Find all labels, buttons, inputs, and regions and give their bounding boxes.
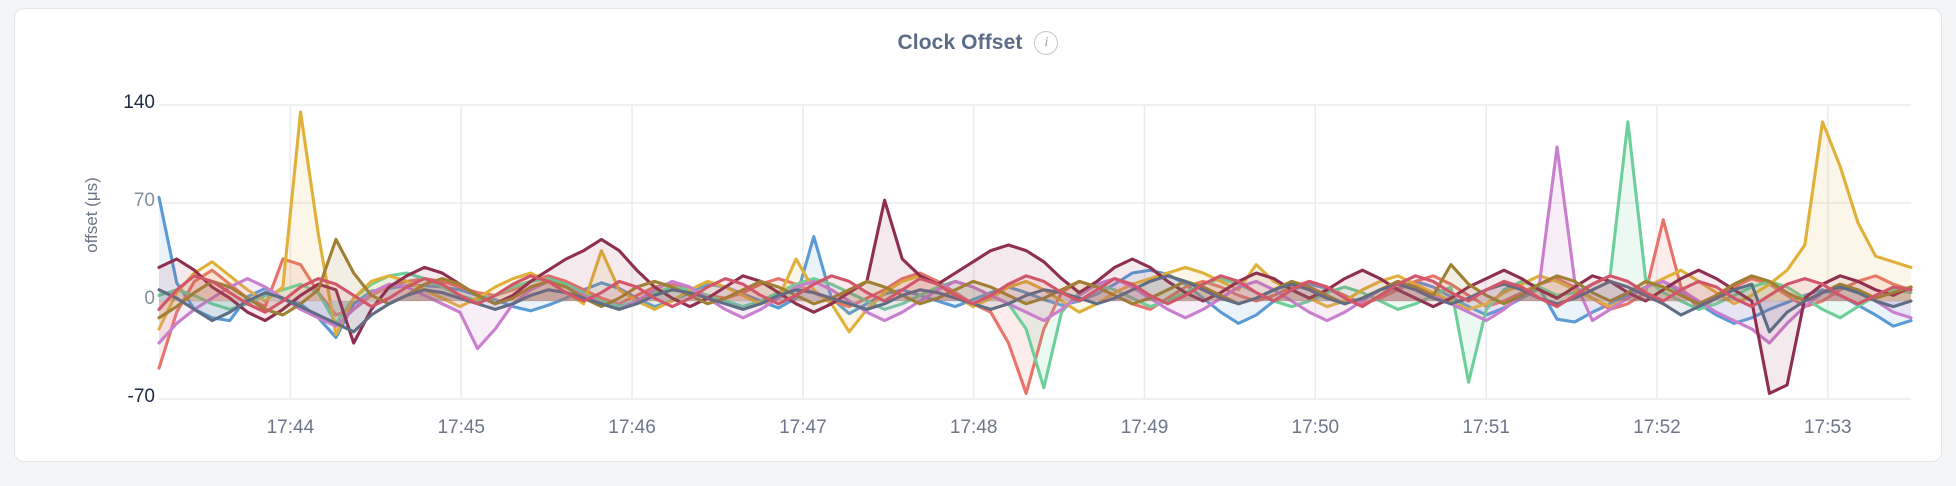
y-tick-labels: 140 70 0 -70 — [37, 9, 155, 461]
x-tick-label: 17:48 — [949, 417, 998, 438]
y-tick-label: 70 — [133, 190, 155, 211]
x-tick-label: 17:49 — [1120, 417, 1169, 438]
x-tick-label: 17:52 — [1633, 417, 1681, 438]
x-tick-label: 17:51 — [1462, 417, 1510, 438]
chart-canvas — [157, 104, 1913, 400]
x-tick-label: 17:50 — [1291, 417, 1340, 438]
page-title: Clock Offset — [897, 31, 1023, 54]
card-header: Clock Offset i — [15, 31, 1941, 55]
x-tick-label: 17:46 — [608, 417, 656, 438]
x-tick-label: 17:44 — [266, 417, 315, 438]
y-tick-label: 0 — [144, 288, 155, 309]
chart-plot-area: offset (μs) 140 70 0 -70 17:44 17:45 17:46 17:… — [15, 9, 1941, 461]
info-circle-icon[interactable]: i — [1034, 31, 1059, 55]
x-tick-label: 17:45 — [437, 417, 485, 438]
x-tick-label: 17:47 — [779, 417, 827, 438]
x-tick-label: 17:53 — [1803, 417, 1852, 438]
y-tick-label: -70 — [127, 386, 155, 407]
clock-offset-card: Clock Offset i offset (μs) 140 70 0 -70 17:… — [14, 8, 1942, 462]
y-tick-label: 140 — [123, 92, 155, 113]
